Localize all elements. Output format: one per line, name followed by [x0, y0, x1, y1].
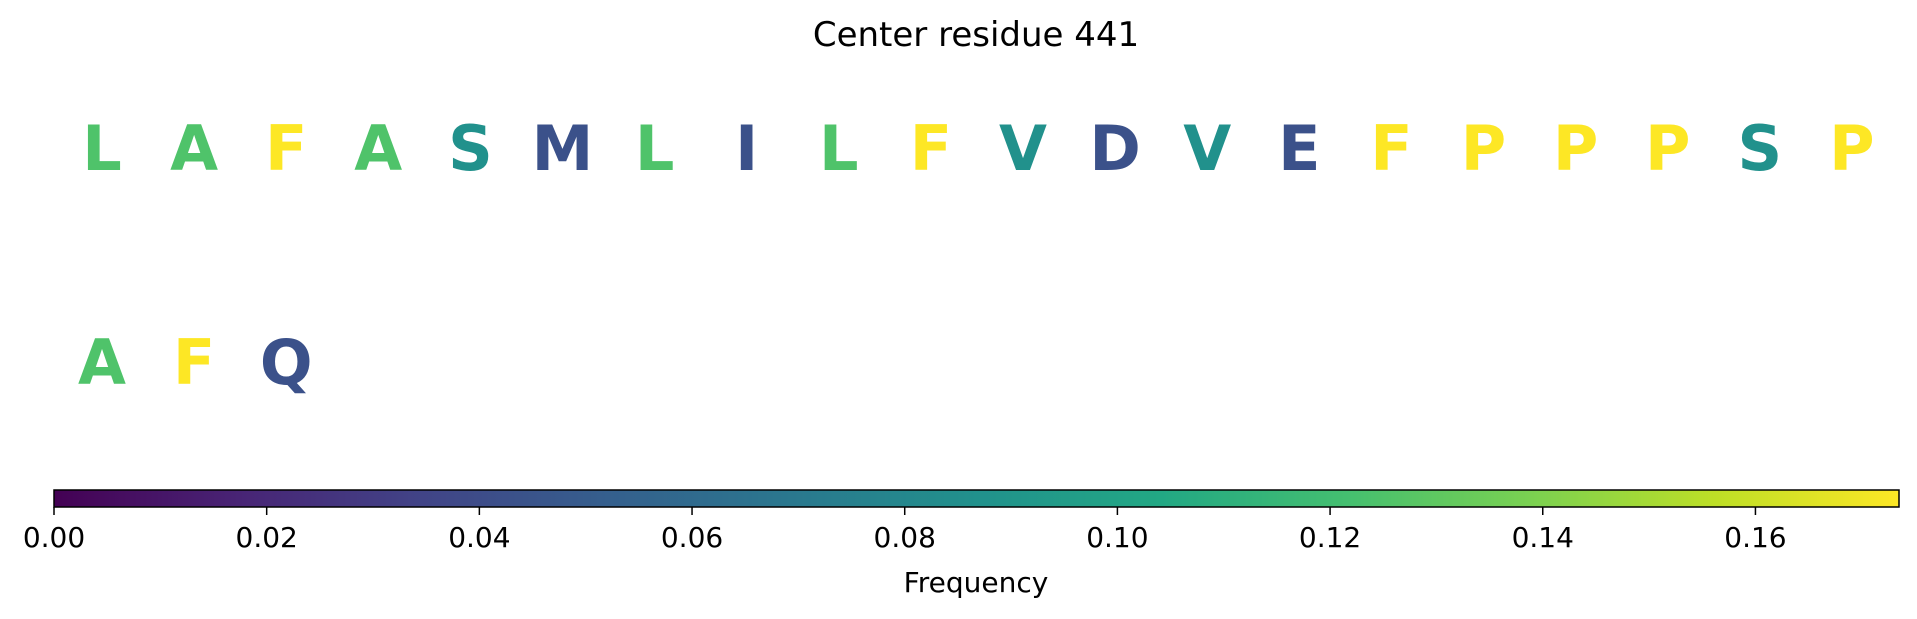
residue-letter: P — [1461, 112, 1506, 185]
residue-letter: F — [265, 112, 307, 185]
residue-letter: F — [910, 112, 952, 185]
residue-letter: S — [1737, 112, 1782, 185]
colorbar: 0.00 0.02 0.04 0.06 0.08 0.10 0.12 0.14 0.16 Fre… — [23, 489, 1900, 599]
colorbar-tick-label: 0.06 — [661, 521, 723, 554]
residue-letter: S — [448, 112, 493, 185]
colorbar-tick-label: 0.00 — [23, 521, 85, 554]
residue-letter: V — [1183, 112, 1231, 185]
residue-letter: L — [635, 112, 675, 185]
colorbar-ticks: 0.00 0.02 0.04 0.06 0.08 0.10 0.12 0.14 0.16 — [23, 507, 1787, 554]
colorbar-gradient — [53, 489, 1900, 508]
residue-letter: Q — [260, 326, 313, 399]
residue-letter: P — [1829, 112, 1874, 185]
colorbar-label: Frequency — [904, 566, 1049, 599]
colorbar-tick-label: 0.10 — [1086, 521, 1148, 554]
residue-letter: D — [1089, 112, 1140, 185]
colorbar-tick-label: 0.08 — [874, 521, 936, 554]
colorbar-tick-label: 0.02 — [236, 521, 298, 554]
residue-letter: L — [819, 112, 859, 185]
residue-letter: E — [1278, 112, 1320, 185]
residue-letter: M — [532, 112, 594, 185]
colorbar-tick-label: 0.14 — [1512, 521, 1574, 554]
residue-letter: V — [999, 112, 1047, 185]
residue-letter: P — [1553, 112, 1598, 185]
residue-letter: F — [173, 326, 215, 399]
colorbar-tick-label: 0.16 — [1724, 521, 1786, 554]
residue-letter: I — [735, 112, 758, 185]
residue-letter: L — [82, 112, 122, 185]
residue-letter: A — [78, 326, 126, 399]
residue-letter: A — [170, 112, 218, 185]
colorbar-tick-label: 0.04 — [448, 521, 510, 554]
residue-letter: A — [354, 112, 402, 185]
residue-letter: F — [1370, 112, 1412, 185]
chart-title: Center residue 441 — [813, 15, 1139, 55]
residue-letter: P — [1645, 112, 1690, 185]
residue-grid: L A F A S M L I L F V D V E F P P P S PA F Q — [78, 112, 1875, 399]
colorbar-tick-label: 0.12 — [1299, 521, 1361, 554]
